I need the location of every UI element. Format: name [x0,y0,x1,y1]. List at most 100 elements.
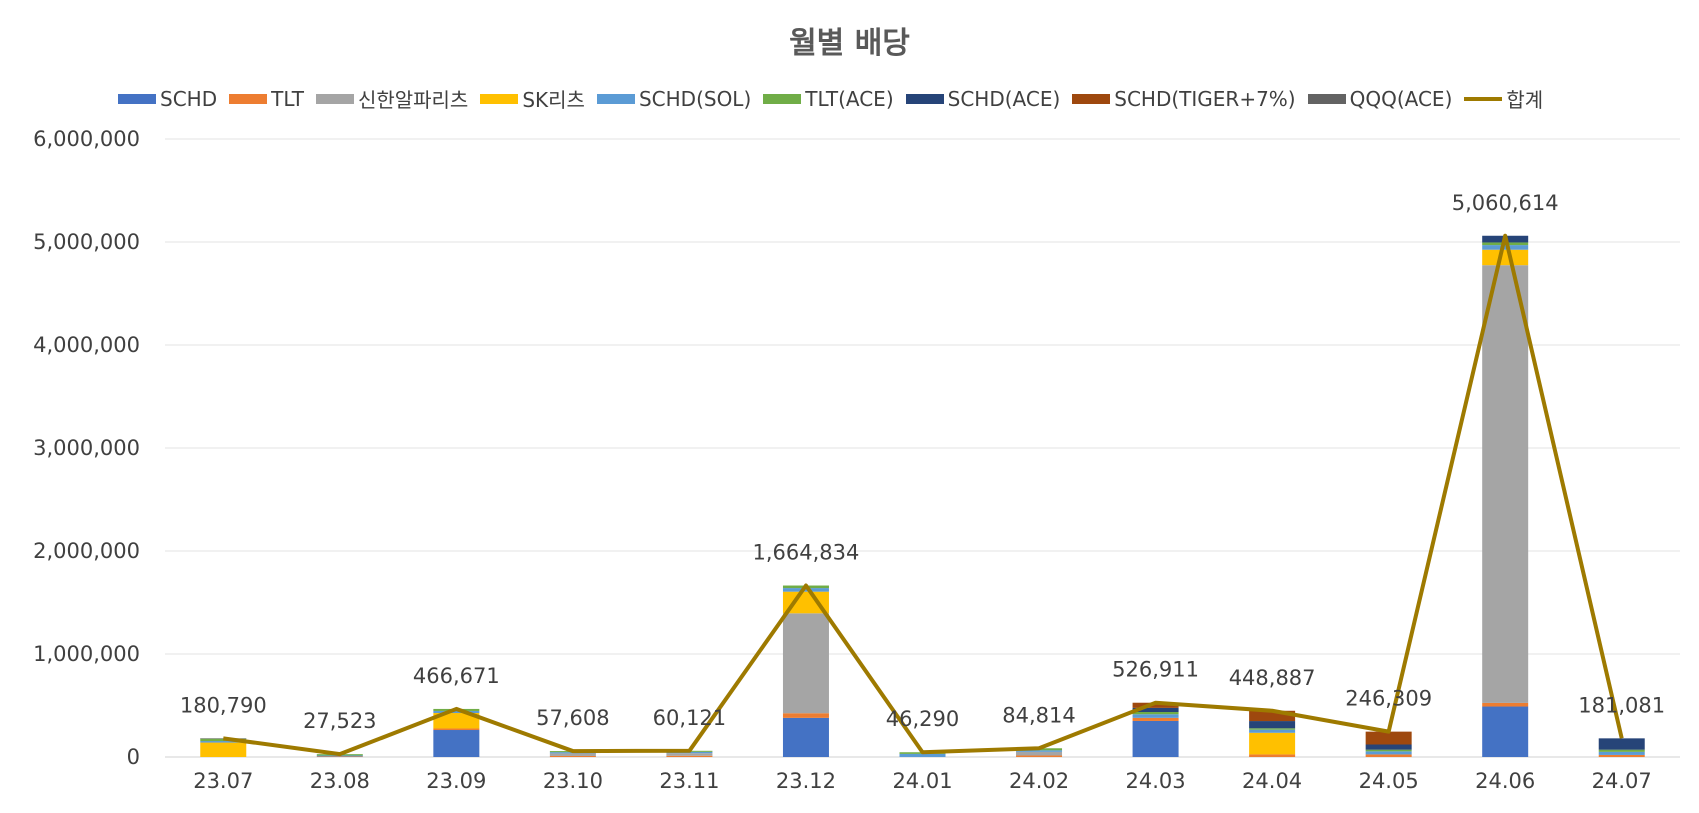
bar-segment [1365,751,1412,755]
legend-label: SCHD(SOL) [638,86,752,111]
total-data-label: 448,887 [1229,666,1316,690]
total-data-label: 246,309 [1345,687,1432,711]
x-tick-label: 23.10 [543,769,603,793]
legend-swatch [480,93,519,104]
bar-segment [1132,702,1179,708]
legend-label: SCHD [160,86,218,111]
bar-segment [1132,714,1179,718]
y-tick-label: 1,000,000 [33,642,140,666]
bar-segment [1016,750,1063,752]
bar-segment [1482,706,1529,757]
legend-label: TLT [271,86,304,111]
legend-label: 합계 [1506,88,1544,112]
bar-segment [1598,749,1645,752]
bar-segment [1365,749,1412,752]
bar-segment [200,741,247,743]
x-tick-label: 24.05 [1359,769,1419,793]
bar-segment [782,713,829,718]
total-data-label: 1,664,834 [753,541,860,565]
legend-label: TLT(ACE) [805,86,894,111]
bar-segment [1365,731,1412,745]
total-line [223,233,1624,757]
legend-item: SCHD(ACE) [905,84,1061,113]
x-tick-label: 24.02 [1009,769,1069,793]
bar-segment [433,730,480,757]
x-tick-label: 24.01 [892,769,952,793]
bar-segment [1016,751,1063,756]
legend-swatch [1072,93,1111,104]
legend-item: QQQ(ACE) [1307,84,1453,113]
bar-segment [200,742,247,757]
bar-segment [1132,720,1179,757]
legend-label: SK리츠 [522,88,585,112]
bar-segment [1598,738,1645,750]
bar-segment [433,710,480,714]
y-tick-label: 6,000,000 [33,127,140,151]
y-tick-label: 3,000,000 [33,436,140,460]
y-tick-label: 2,000,000 [33,539,140,563]
bar-segment [899,753,946,757]
x-tick-label: 23.07 [193,769,253,793]
x-tick-label: 23.09 [426,769,486,793]
total-data-label: 5,060,614 [1452,191,1559,215]
x-tick-label: 23.11 [659,769,719,793]
bar-segment [1598,754,1645,757]
bar-segment [782,717,829,757]
total-data-label: 526,911 [1112,658,1199,682]
legend-swatch [118,93,156,104]
x-tick-label: 23.12 [776,769,836,793]
bar-segment [316,756,363,757]
total-data-label: 27,523 [303,709,376,733]
bar-segment [1249,754,1296,757]
bar-segment [1132,707,1179,712]
bar-segment [433,713,480,729]
legend-swatch [1307,93,1346,104]
x-tick-label: 24.06 [1475,769,1535,793]
bar-segment [782,588,829,592]
legend-label: SCHD(ACE) [947,86,1061,111]
bar-segment [1365,754,1412,757]
legend-item: TLT [229,84,304,113]
bar-segment [782,591,829,614]
bar-segment [666,753,713,756]
x-tick-label: 24.07 [1592,769,1652,793]
bar-segment [1132,717,1179,721]
bar-segment [1249,728,1296,730]
bar-segment [1016,755,1063,757]
legend-item: SCHD(SOL) [596,84,752,113]
legend-swatch [596,93,635,104]
bar-segment [1598,751,1645,755]
legend-item: SK리츠 [480,84,585,113]
legend-swatch [763,93,802,104]
legend-item: 신한알파리츠 [315,84,469,113]
total-data-label: 84,814 [1002,703,1075,727]
bar-segment [1482,245,1529,250]
legend-item: 합계 [1464,84,1543,113]
bar-segment [1482,249,1529,266]
legend-item: SCHD(TIGER+7%) [1072,84,1296,113]
bar-segment [782,613,829,714]
total-data-label: 57,608 [536,706,609,730]
total-data-label: 466,671 [413,664,500,688]
legend-label: SCHD(TIGER+7%) [1114,86,1296,111]
legend-label: 신한알파리츠 [357,88,469,112]
legend-swatch [1464,96,1503,101]
bar-segment [1482,702,1529,707]
legend-item: SCHD [118,84,217,113]
total-data-label: 46,290 [886,707,959,731]
bar-segment [433,728,480,731]
total-data-label: 181,081 [1578,693,1665,717]
legend-label: QQQ(ACE) [1349,86,1453,111]
bar-segment [1132,711,1179,715]
bar-segment [1249,732,1296,755]
total-data-label: 60,121 [653,706,726,730]
bar-segment [1249,710,1296,722]
total-data-label: 180,790 [180,693,267,717]
chart-legend: SCHD TLT 신한알파리츠 SK리츠 SCHD(SOL) TLT(ACE) SCHD(A… [118,84,1555,113]
bar-segment [549,755,596,757]
y-tick-label: 4,000,000 [33,333,140,357]
y-tick-label: 0 [127,745,140,769]
x-tick-label: 24.03 [1126,769,1186,793]
x-tick-label: 24.04 [1242,769,1302,793]
